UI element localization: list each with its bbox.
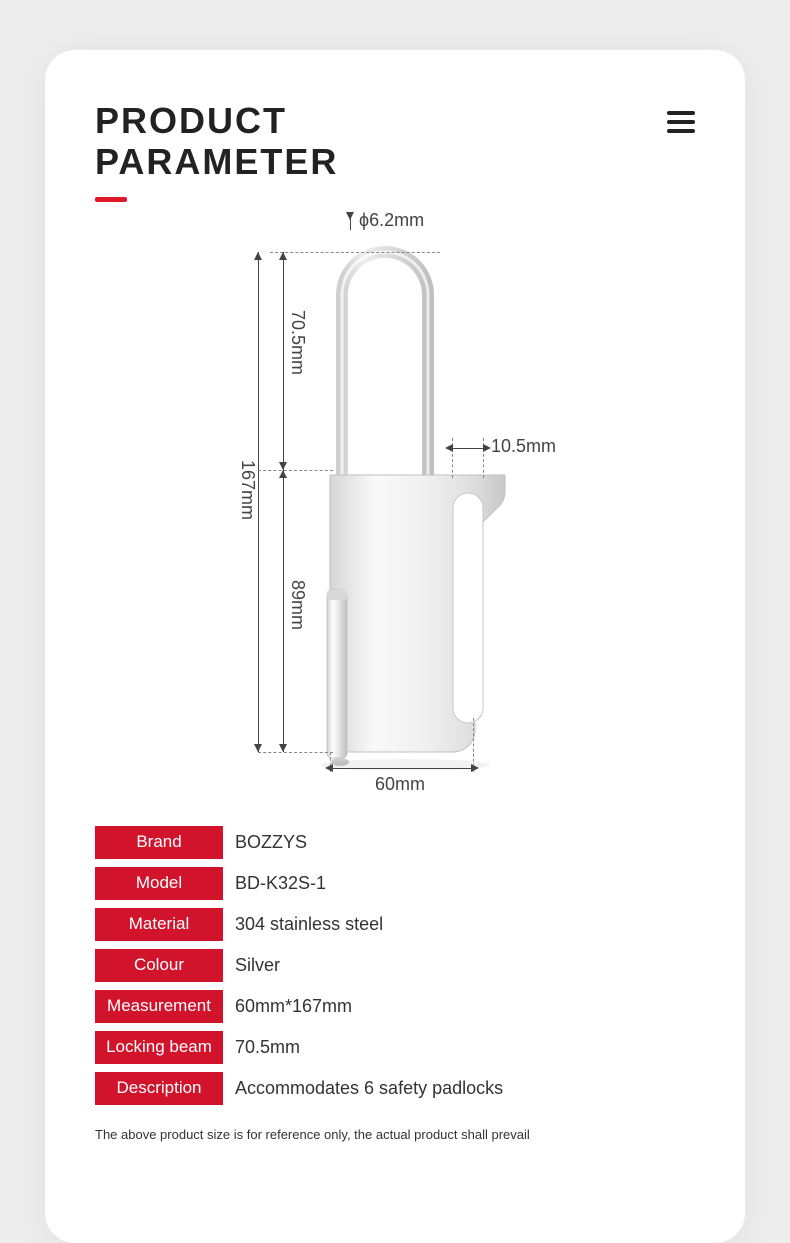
spec-row: Colour Silver: [95, 949, 695, 982]
title-line-1: PRODUCT: [95, 100, 338, 141]
spec-label: Colour: [95, 949, 223, 982]
spec-label: Brand: [95, 826, 223, 859]
accent-underline: [95, 197, 127, 202]
product-card: PRODUCT PARAMETER: [45, 50, 745, 1243]
spec-value: BD-K32S-1: [223, 867, 695, 900]
spec-row: Measurement 60mm*167mm: [95, 990, 695, 1023]
spec-label: Locking beam: [95, 1031, 223, 1064]
dim-diameter: ϕ6.2mm: [359, 210, 424, 231]
spec-label: Model: [95, 867, 223, 900]
spec-row: Locking beam 70.5mm: [95, 1031, 695, 1064]
title-block: PRODUCT PARAMETER: [95, 100, 338, 202]
dim-shackle-height: 70.5mm: [287, 310, 308, 375]
spec-label: Description: [95, 1072, 223, 1105]
spec-row: Description Accommodates 6 safety padloc…: [95, 1072, 695, 1105]
dim-slot-width: 10.5mm: [491, 436, 556, 457]
dim-total-height: 167mm: [237, 460, 258, 520]
spec-row: Material 304 stainless steel: [95, 908, 695, 941]
footnote: The above product size is for reference …: [95, 1127, 695, 1142]
spec-value: 304 stainless steel: [223, 908, 695, 941]
spec-value: BOZZYS: [223, 826, 695, 859]
spec-table: Brand BOZZYS Model BD-K32S-1 Material 30…: [95, 826, 695, 1105]
header: PRODUCT PARAMETER: [95, 100, 695, 202]
hamburger-menu-icon[interactable]: [667, 106, 695, 138]
dim-width: 60mm: [375, 774, 425, 795]
dim-body-height: 89mm: [287, 580, 308, 630]
dimension-diagram: ϕ6.2mm 70.5mm 167mm 89mm 10.5mm 60: [225, 210, 565, 800]
product-illustration: [305, 240, 525, 770]
spec-label: Material: [95, 908, 223, 941]
spec-value: Accommodates 6 safety padlocks: [223, 1072, 695, 1105]
spec-value: Silver: [223, 949, 695, 982]
spec-value: 60mm*167mm: [223, 990, 695, 1023]
title-line-2: PARAMETER: [95, 141, 338, 182]
spec-value: 70.5mm: [223, 1031, 695, 1064]
spec-row: Brand BOZZYS: [95, 826, 695, 859]
spec-label: Measurement: [95, 990, 223, 1023]
spec-row: Model BD-K32S-1: [95, 867, 695, 900]
